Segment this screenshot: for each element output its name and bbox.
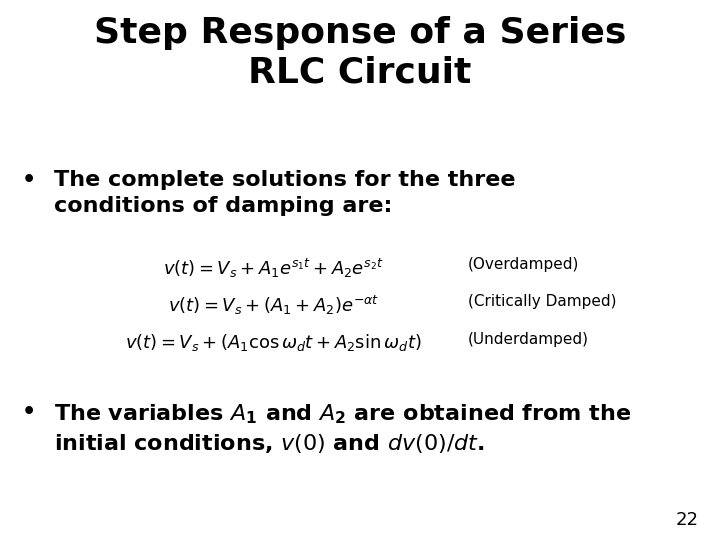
Text: The complete solutions for the three
conditions of damping are:: The complete solutions for the three con… [54,170,516,215]
Text: •: • [22,170,36,190]
Text: $v(t) = V_s + A_1e^{s_1t} + A_2e^{s_2t}$: $v(t) = V_s + A_1e^{s_1t} + A_2e^{s_2t}$ [163,256,384,280]
Text: $v(t) = V_s + (A_1\cos\omega_d t + A_2\sin\omega_d t)$: $v(t) = V_s + (A_1\cos\omega_d t + A_2\s… [125,332,422,353]
Text: The variables $\mathbf{\mathit{A}_1}$ and $\mathbf{\mathit{A}_2}$ are obtained f: The variables $\mathbf{\mathit{A}_1}$ an… [54,402,631,455]
Text: 22: 22 [675,511,698,529]
Text: •: • [22,402,36,422]
Text: Step Response of a Series
RLC Circuit: Step Response of a Series RLC Circuit [94,16,626,90]
Text: (Overdamped): (Overdamped) [468,256,580,272]
Text: $v(t) = V_s + (A_1 + A_2)e^{-\alpha t}$: $v(t) = V_s + (A_1 + A_2)e^{-\alpha t}$ [168,294,379,318]
Text: (Underdamped): (Underdamped) [468,332,589,347]
Text: (Critically Damped): (Critically Damped) [468,294,616,309]
